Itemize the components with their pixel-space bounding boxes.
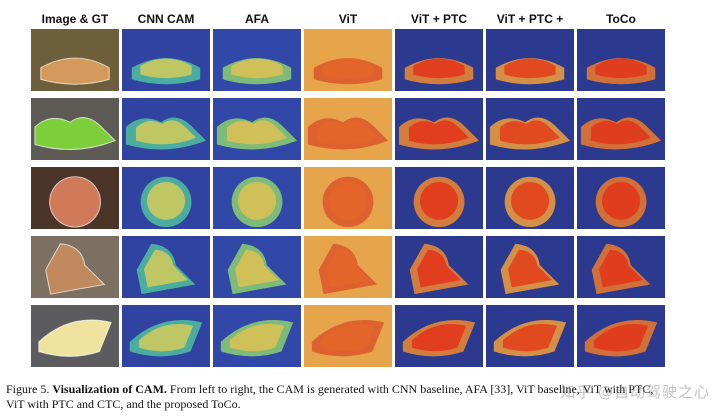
caption-label: Figure 5.: [6, 382, 50, 396]
cam-cell-bread-col6: [576, 304, 666, 368]
caption-line-2: ViT with PTC and CTC, and the proposed T…: [6, 397, 241, 411]
watermark: 知乎 @自动驾驶之心: [560, 383, 710, 401]
cam-cell-child-on-bike-col3: [303, 235, 393, 299]
cam-cell-cake-col3: [303, 28, 393, 92]
cam-cell-bread-col0: [30, 304, 120, 368]
cam-cell-plate-col4: [394, 166, 484, 230]
column-header-vit: ViT: [338, 12, 358, 26]
cam-cell-bicycles-col0: [30, 97, 120, 161]
cam-cell-cake-col4: [394, 28, 484, 92]
cam-cell-child-on-bike-col2: [212, 235, 302, 299]
cam-cell-cake-col0: [30, 28, 120, 92]
cam-figure-grid: [30, 28, 712, 373]
cam-cell-cake-col1: [121, 28, 211, 92]
column-header-toco: ToCo: [606, 12, 636, 26]
cam-cell-bicycles-col1: [121, 97, 211, 161]
cam-cell-bread-col3: [303, 304, 393, 368]
cam-cell-bicycles-col2: [212, 97, 302, 161]
cam-cell-child-on-bike-col5: [485, 235, 575, 299]
cam-cell-bicycles-col4: [394, 97, 484, 161]
cam-cell-cake-col2: [212, 28, 302, 92]
cam-cell-bread-col5: [485, 304, 575, 368]
cam-cell-bread-col4: [394, 304, 484, 368]
cam-cell-plate-col5: [485, 166, 575, 230]
column-headers: Image & GT CNN CAM AFA ViT ViT + PTC ViT…: [30, 12, 712, 40]
caption-line-1: From left to right, the CAM is generated…: [169, 382, 654, 396]
cam-cell-child-on-bike-col4: [394, 235, 484, 299]
cam-cell-child-on-bike-col6: [576, 235, 666, 299]
figure-caption: Figure 5. Visualization of CAM. From lef…: [6, 382, 716, 412]
cam-cell-plate-col0: [30, 166, 120, 230]
column-header-vit-ptc: ViT + PTC: [410, 12, 468, 26]
column-header-image-gt: Image & GT: [41, 12, 109, 26]
cam-cell-plate-col1: [121, 166, 211, 230]
cam-cell-bicycles-col5: [485, 97, 575, 161]
column-header-afa: AFA: [245, 12, 269, 26]
caption-title: Visualization of CAM.: [52, 382, 167, 396]
cam-cell-bicycles-col3: [303, 97, 393, 161]
cam-cell-child-on-bike-col0: [30, 235, 120, 299]
cam-cell-cake-col6: [576, 28, 666, 92]
column-header-cnn-cam: CNN CAM: [137, 12, 195, 26]
cam-cell-bicycles-col6: [576, 97, 666, 161]
cam-cell-cake-col5: [485, 28, 575, 92]
cam-cell-bread-col1: [121, 304, 211, 368]
cam-cell-plate-col2: [212, 166, 302, 230]
cam-cell-child-on-bike-col1: [121, 235, 211, 299]
cam-cell-plate-col6: [576, 166, 666, 230]
cam-cell-plate-col3: [303, 166, 393, 230]
cam-cell-bread-col2: [212, 304, 302, 368]
